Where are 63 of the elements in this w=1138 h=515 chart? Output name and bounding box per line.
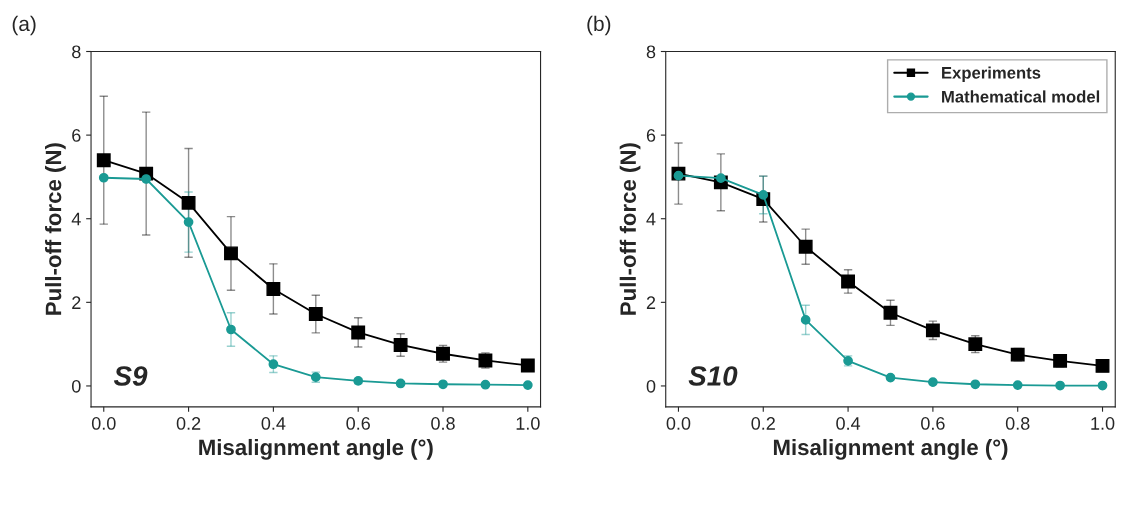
point	[308, 307, 323, 321]
point	[798, 239, 813, 254]
point	[1012, 380, 1023, 390]
y-tick-label: 4	[71, 212, 81, 226]
point	[758, 190, 769, 200]
point	[1095, 358, 1110, 373]
point	[438, 379, 448, 390]
y-tick-label: 8	[72, 45, 81, 59]
y-tick-label: 4	[646, 212, 656, 226]
y-tick-label: 2	[72, 296, 81, 309]
point	[98, 172, 109, 183]
point	[1097, 380, 1108, 391]
point	[800, 315, 811, 325]
point	[141, 174, 152, 184]
point	[266, 282, 281, 296]
point	[522, 380, 533, 390]
point	[673, 170, 684, 181]
x-axis-title: Misalignment angle (°)	[773, 438, 1008, 460]
legend-label: Experiments	[942, 66, 1041, 83]
y-axis-title: Pull-off force (N)	[619, 143, 641, 315]
y-tick-label: 0	[646, 379, 656, 393]
x-tick-label: 0.8	[1005, 417, 1030, 430]
point	[351, 325, 366, 340]
y-tick-label: 6	[72, 129, 81, 142]
point	[480, 379, 491, 390]
x-tick-label: 0.6	[921, 417, 945, 430]
point	[393, 338, 408, 352]
x-tick-label: 0.4	[836, 417, 861, 430]
point	[224, 246, 238, 261]
x-tick-label: 0.2	[176, 417, 201, 430]
point	[1053, 353, 1068, 368]
x-tick-label: 1.0	[1091, 417, 1115, 430]
y-tick-label: 2	[646, 296, 656, 309]
chart-title: (a)	[12, 15, 36, 36]
point	[883, 305, 898, 320]
point	[841, 274, 856, 289]
point	[395, 378, 406, 389]
x-axis-title: Misalignment angle (°)	[199, 438, 433, 460]
x-tick-label: 0.0	[91, 417, 116, 430]
x-tick-label: 0.8	[431, 417, 455, 430]
y-axis-title: Pull-off force (N)	[45, 143, 66, 315]
point	[226, 324, 236, 335]
point	[1055, 380, 1065, 391]
point	[715, 173, 726, 184]
chart-title: (b)	[587, 15, 611, 36]
point	[183, 217, 194, 227]
point	[970, 379, 981, 390]
annotation: S10	[688, 366, 738, 386]
point	[520, 358, 535, 373]
legend-label: Mathematical model	[942, 90, 1100, 103]
x-tick-label: 0.6	[346, 417, 370, 430]
x-tick-label: 0.2	[751, 417, 775, 430]
point	[928, 377, 938, 388]
x-tick-label: 0.4	[261, 417, 286, 430]
point	[96, 153, 111, 168]
x-tick-label: 1.0	[516, 417, 540, 430]
y-tick-label: 0	[71, 379, 81, 393]
y-tick-label: 8	[646, 45, 656, 59]
point	[268, 359, 279, 370]
point	[181, 195, 196, 210]
x-tick-label: 0.0	[666, 417, 691, 430]
annotation: S9	[113, 366, 148, 386]
y-tick-label: 6	[646, 129, 656, 142]
